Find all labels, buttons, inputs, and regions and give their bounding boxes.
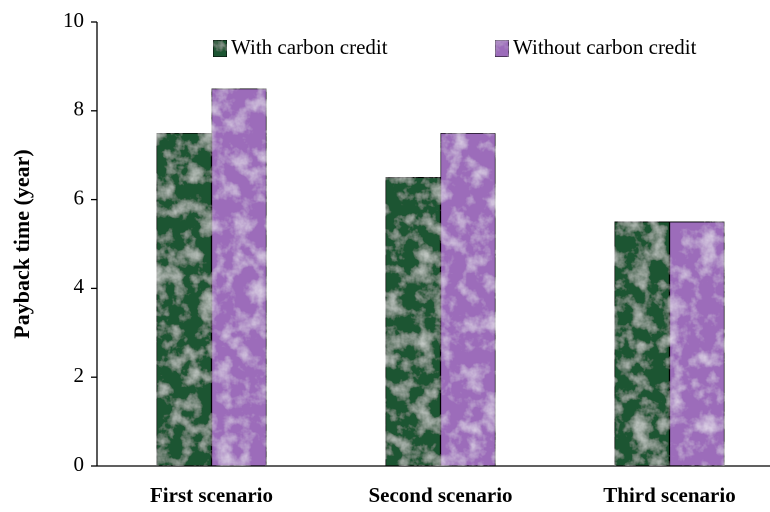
legend-label: With carbon credit (231, 35, 388, 59)
bar (439, 132, 497, 467)
y-tick-label: 10 (63, 8, 84, 32)
y-tick-label: 4 (74, 274, 85, 298)
x-tick-label: Second scenario (368, 483, 512, 507)
x-tick-label: Third scenario (603, 483, 735, 507)
y-tick-label: 6 (74, 185, 85, 209)
legend-swatch (212, 39, 228, 58)
bar (384, 176, 442, 467)
legend-label: Without carbon credit (513, 35, 697, 59)
y-tick-label: 0 (74, 452, 85, 476)
y-axis-title: Payback time (year) (9, 149, 34, 338)
legend-swatch (494, 39, 510, 58)
bar (155, 132, 213, 467)
bar (613, 221, 671, 467)
bar (668, 221, 726, 467)
y-tick-label: 8 (74, 97, 85, 121)
bar (210, 87, 268, 467)
y-tick-label: 2 (74, 363, 85, 387)
x-tick-label: First scenario (150, 483, 273, 507)
